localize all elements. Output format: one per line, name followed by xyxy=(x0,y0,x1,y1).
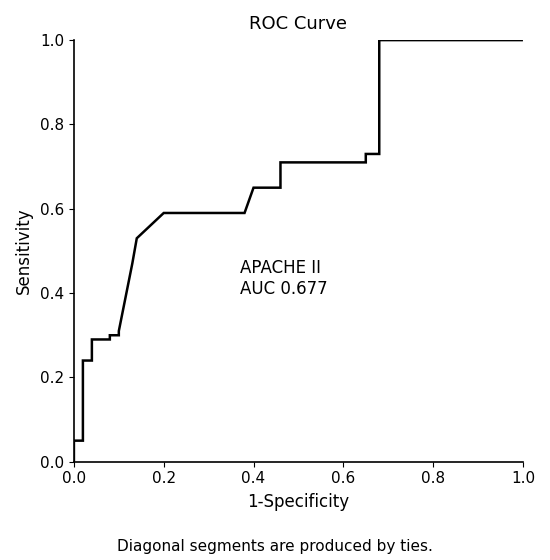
X-axis label: 1-Specificity: 1-Specificity xyxy=(248,493,349,511)
Title: ROC Curve: ROC Curve xyxy=(250,15,348,33)
Y-axis label: Sensitivity: Sensitivity xyxy=(15,208,33,294)
Text: APACHE II
AUC 0.677: APACHE II AUC 0.677 xyxy=(240,259,328,298)
Text: Diagonal segments are produced by ties.: Diagonal segments are produced by ties. xyxy=(117,539,433,554)
